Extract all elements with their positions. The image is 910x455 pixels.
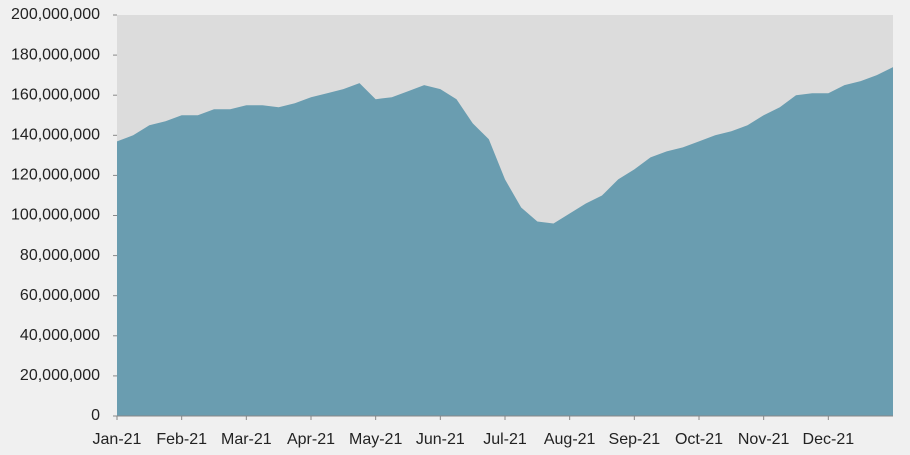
y-tick-label: 120,000,000 xyxy=(11,167,100,184)
x-tick-label: Oct-21 xyxy=(675,431,723,448)
y-tick-label: 180,000,000 xyxy=(11,46,100,63)
y-tick-label: 60,000,000 xyxy=(20,287,100,304)
x-tick-label: Jan-21 xyxy=(93,431,142,448)
y-tick-label: 200,000,000 xyxy=(11,6,100,23)
area xyxy=(117,67,893,416)
y-tick-label: 40,000,000 xyxy=(20,327,100,344)
y-tick-label: 20,000,000 xyxy=(20,367,100,384)
x-tick-label: Aug-21 xyxy=(544,431,596,448)
y-tick-label: 0 xyxy=(91,407,100,424)
y-tick-label: 80,000,000 xyxy=(20,247,100,264)
y-tick-label: 160,000,000 xyxy=(11,86,100,103)
x-tick-label: Sep-21 xyxy=(609,431,661,448)
y-tick-label: 100,000,000 xyxy=(11,207,100,224)
x-tick-label: Jun-21 xyxy=(416,431,465,448)
x-tick-label: Feb-21 xyxy=(156,431,207,448)
x-tick-label: Jul-21 xyxy=(483,431,527,448)
x-tick-label: Mar-21 xyxy=(221,431,272,448)
x-tick-label: May-21 xyxy=(349,431,402,448)
y-tick-label: 140,000,000 xyxy=(11,127,100,144)
x-tick-label: Apr-21 xyxy=(287,431,335,448)
x-tick-label: Dec-21 xyxy=(803,431,855,448)
x-tick-label: Nov-21 xyxy=(738,431,790,448)
